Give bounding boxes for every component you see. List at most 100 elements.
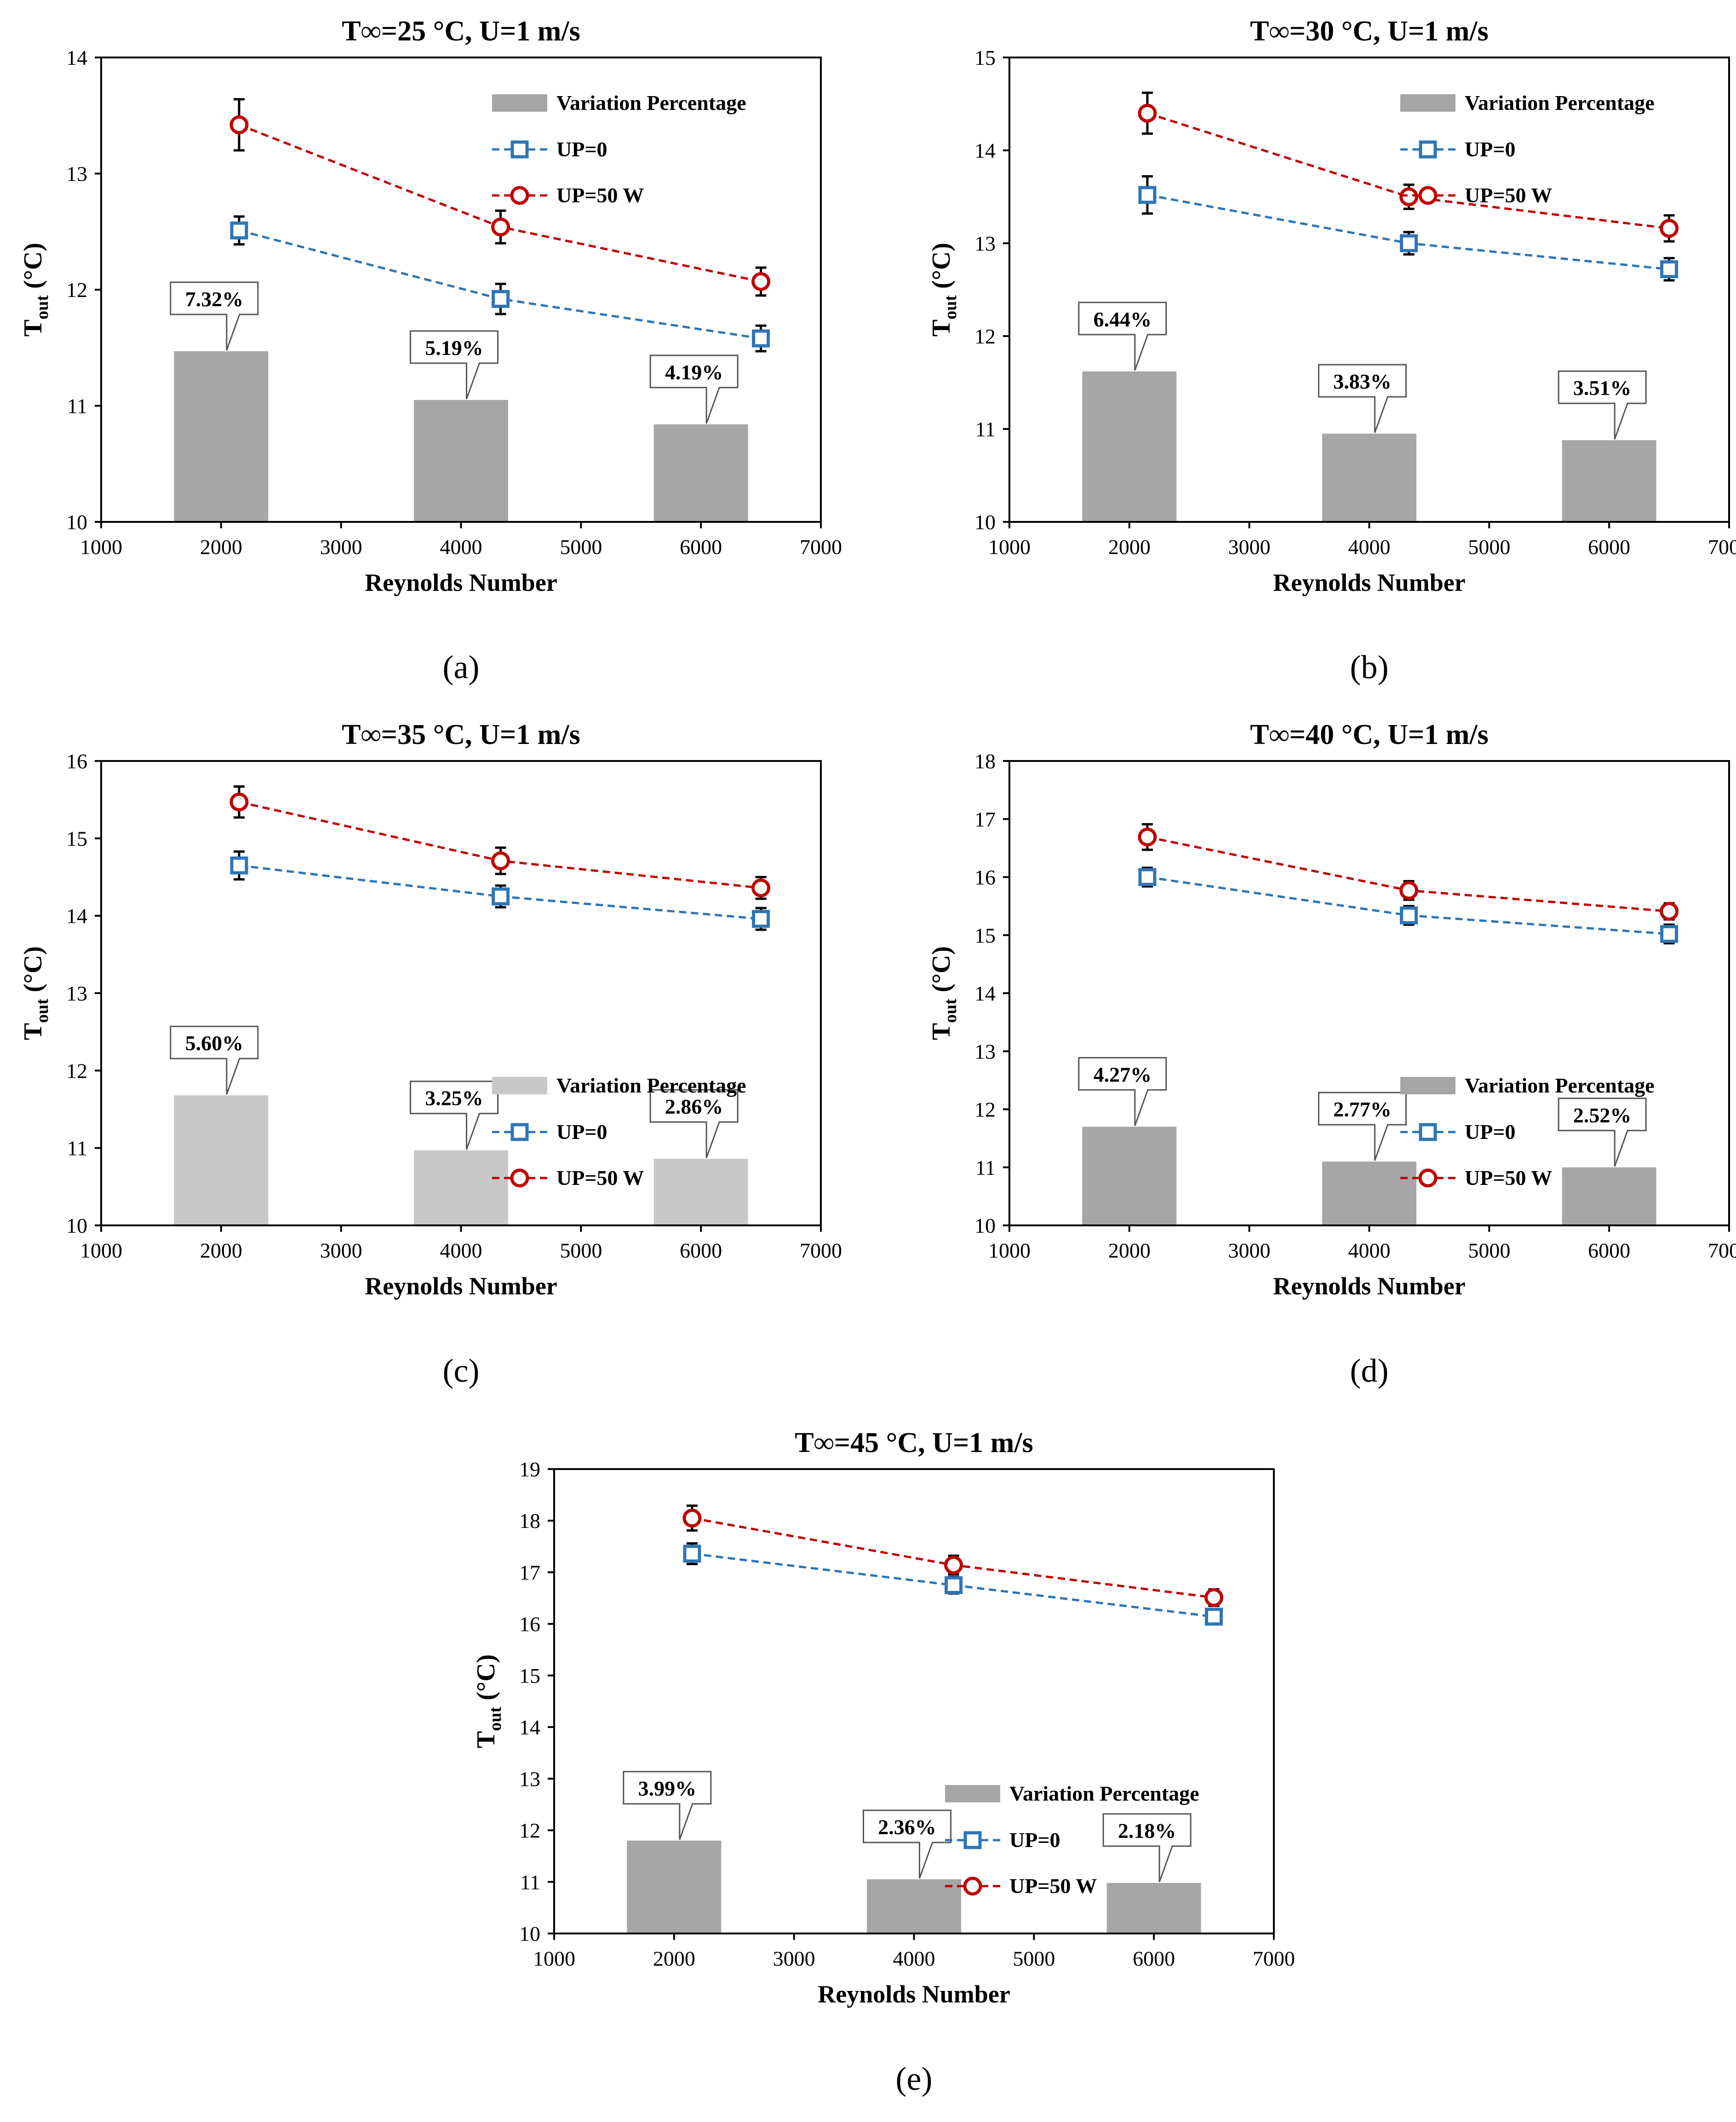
chart-e-title: T∞=45 °C, U=1 m/s [795, 1427, 1033, 1459]
chart-c-ytick-label-6: 16 [66, 749, 87, 773]
chart-e-up50-point-3 [1204, 1588, 1224, 1607]
chart-d-up50-point-1 [1138, 827, 1157, 847]
chart-b-up50-point-2 [1399, 187, 1419, 206]
chart-a-callout-label-2: 5.19% [425, 336, 483, 360]
chart-e-ytick-label-2: 12 [519, 1819, 540, 1842]
chart-b-callout-label-1: 6.44% [1094, 308, 1152, 331]
chart-d-callout-3: 2.52% [1558, 1098, 1647, 1167]
chart-d-callout-label-1: 4.27% [1094, 1063, 1152, 1086]
chart-d-callout-box-2 [1318, 1092, 1407, 1161]
chart-svg-b: T∞=30 °C, U=1 m/s 6.44% 3.83% 3.51% 10 11 12 13… [927, 16, 1736, 686]
chart-svg-a: T∞=25 °C, U=1 m/s 7.32% 5.19% 4.19% 10 11 12 13… [19, 16, 842, 686]
chart-svg-e: T∞=45 °C, U=1 m/s 3.99% 2.36% 2.18% 10 11 12 13… [472, 1427, 1295, 2097]
chart-c-legend-swatch-bar [492, 1077, 547, 1094]
chart-a-up50-line [239, 124, 762, 283]
chart-b-xtick-label-1: 2000 [1108, 535, 1151, 559]
chart-e-callout-1: 3.99% [623, 1771, 712, 1840]
chart-d-xlabel: Reynolds Number [1273, 1272, 1466, 1300]
chart-e-up50-point-2 [944, 1556, 963, 1575]
chart-b-up0-point-1 [1138, 186, 1157, 204]
chart-d-ylabel: Tout (°C) [927, 946, 960, 1040]
chart-b-ytick-label-5: 15 [974, 46, 996, 69]
chart-e-legend-marker-circle [963, 1876, 982, 1896]
chart-e-legend-label-1: UP=0 [1009, 1828, 1060, 1852]
chart-d-callout-label-3: 2.52% [1573, 1104, 1632, 1127]
chart-c-xtick-label-6: 7000 [800, 1239, 842, 1262]
chart-a-bar-3 [653, 424, 748, 522]
chart-c-title: T∞=35 °C, U=1 m/s [342, 719, 580, 750]
chart-c-ylabel-unit: (°C) [19, 946, 47, 999]
chart-a-ylabel-unit: (°C) [19, 243, 47, 295]
chart-b-xtick-label-0: 1000 [988, 535, 1031, 559]
chart-d-title: T∞=40 °C, U=1 m/s [1250, 719, 1489, 750]
chart-a-xtick-label-5: 6000 [680, 535, 722, 559]
chart-b-xtick-label-5: 6000 [1588, 535, 1630, 559]
chart-e-legend-swatch-bar [945, 1785, 1000, 1802]
chart-a-ytick-label-3: 13 [66, 162, 87, 186]
chart-d-legend-marker-circle [1418, 1168, 1438, 1188]
chart-b-xtick-label-4: 5000 [1468, 535, 1510, 559]
chart-b-legend-label-2: UP=50 W [1465, 183, 1552, 207]
chart-d-xtick-label-4: 5000 [1468, 1239, 1510, 1262]
chart-d-xtick-label-1: 2000 [1108, 1239, 1151, 1262]
chart-a-xtick-label-1: 2000 [200, 535, 242, 559]
chart-b-legend-swatch-bar [1400, 94, 1455, 112]
chart-c-xtick-label-4: 5000 [560, 1239, 602, 1262]
chart-c-ytick-label-4: 14 [66, 904, 87, 928]
chart-e-up50-point-1 [682, 1509, 702, 1528]
chart-b-callout-box-1 [1078, 302, 1167, 371]
chart-e-legend: Variation Percentage UP=0 UP=50 W [945, 1782, 1199, 1898]
chart-a-ytick-label-0: 10 [66, 510, 87, 534]
chart-c-legend: Variation Percentage UP=0 UP=50 W [492, 1074, 746, 1190]
chart-b-callout-2: 3.83% [1318, 364, 1407, 433]
chart-e-xtick-label-1: 2000 [653, 1947, 695, 1970]
chart-e-legend-label-2: UP=50 W [1009, 1874, 1097, 1898]
chart-b-bar-2 [1322, 434, 1416, 522]
chart-b-ytick-label-1: 11 [975, 418, 996, 441]
chart-c-callout-box-3 [649, 1089, 739, 1158]
chart-d-ytick-label-2: 12 [974, 1098, 996, 1121]
chart-b-legend-label-bar: Variation Percentage [1465, 91, 1655, 114]
chart-d-callout-2: 2.77% [1318, 1092, 1407, 1161]
chart-c-bar-1 [174, 1095, 269, 1225]
chart-c-xtick-label-0: 1000 [80, 1239, 122, 1262]
chart-e-callout-box-2 [863, 1809, 951, 1879]
chart-b-callout-3: 3.51% [1558, 370, 1647, 440]
chart-c-up50-point-2 [491, 851, 510, 870]
chart-b-ylabel: Tout (°C) [927, 243, 960, 337]
chart-e-ylabel-main: T [472, 1731, 500, 1748]
chart-d-bar-1 [1082, 1127, 1177, 1225]
chart-b-title: T∞=30 °C, U=1 m/s [1250, 16, 1489, 47]
chart-d-callout-1: 4.27% [1078, 1057, 1167, 1126]
chart-a-callout-box-3 [649, 355, 739, 424]
chart-b-bar-1 [1082, 371, 1177, 522]
chart-c-ytick-label-3: 13 [66, 982, 87, 1005]
chart-svg-d: T∞=40 °C, U=1 m/s 4.27% 2.77% 2.52% 10 11 12 13… [927, 719, 1736, 1389]
chart-c-ytick-label-0: 10 [66, 1214, 87, 1237]
chart-a-ytick-label-4: 14 [66, 46, 87, 69]
chart-b-ytick-label-3: 13 [974, 232, 996, 255]
chart-a-callout-box-2 [410, 330, 498, 400]
chart-a-up50-point-3 [751, 272, 771, 291]
chart-e-xtick-label-2: 3000 [773, 1947, 815, 1970]
chart-b-up0-point-3 [1660, 260, 1679, 279]
chart-c-ylabel-sub: out [33, 999, 52, 1023]
chart-d-legend: Variation Percentage UP=0 UP=50 W [1400, 1074, 1655, 1190]
chart-d-ytick-label-0: 10 [974, 1214, 996, 1237]
chart-svg-c: T∞=35 °C, U=1 m/s 5.60% 3.25% 2.86% 10 11 12 13… [19, 719, 842, 1389]
chart-c-xtick-label-2: 3000 [320, 1239, 362, 1262]
chart-d-legend-label-1: UP=0 [1465, 1120, 1516, 1144]
chart-b-ylabel-sub: out [941, 295, 960, 320]
chart-c-legend-marker-square [510, 1123, 529, 1141]
chart-a-bar-1 [174, 351, 269, 522]
chart-b-ylabel-main: T [927, 320, 956, 337]
chart-e-callout-2: 2.36% [863, 1809, 951, 1879]
chart-a-xtick-label-4: 5000 [560, 535, 602, 559]
chart-d-up0-point-2 [1400, 906, 1418, 925]
chart-a-legend: Variation Percentage UP=0 UP=50 W [492, 91, 746, 207]
chart-c-bar-2 [414, 1150, 508, 1225]
chart-panel-c: T∞=35 °C, U=1 m/s 5.60% 3.25% 2.86% 10 11 12 13… [7, 704, 862, 1393]
chart-a-legend-label-2: UP=50 W [556, 183, 644, 207]
chart-a-xlabel: Reynolds Number [365, 569, 557, 596]
chart-e-ytick-label-7: 17 [519, 1561, 540, 1584]
